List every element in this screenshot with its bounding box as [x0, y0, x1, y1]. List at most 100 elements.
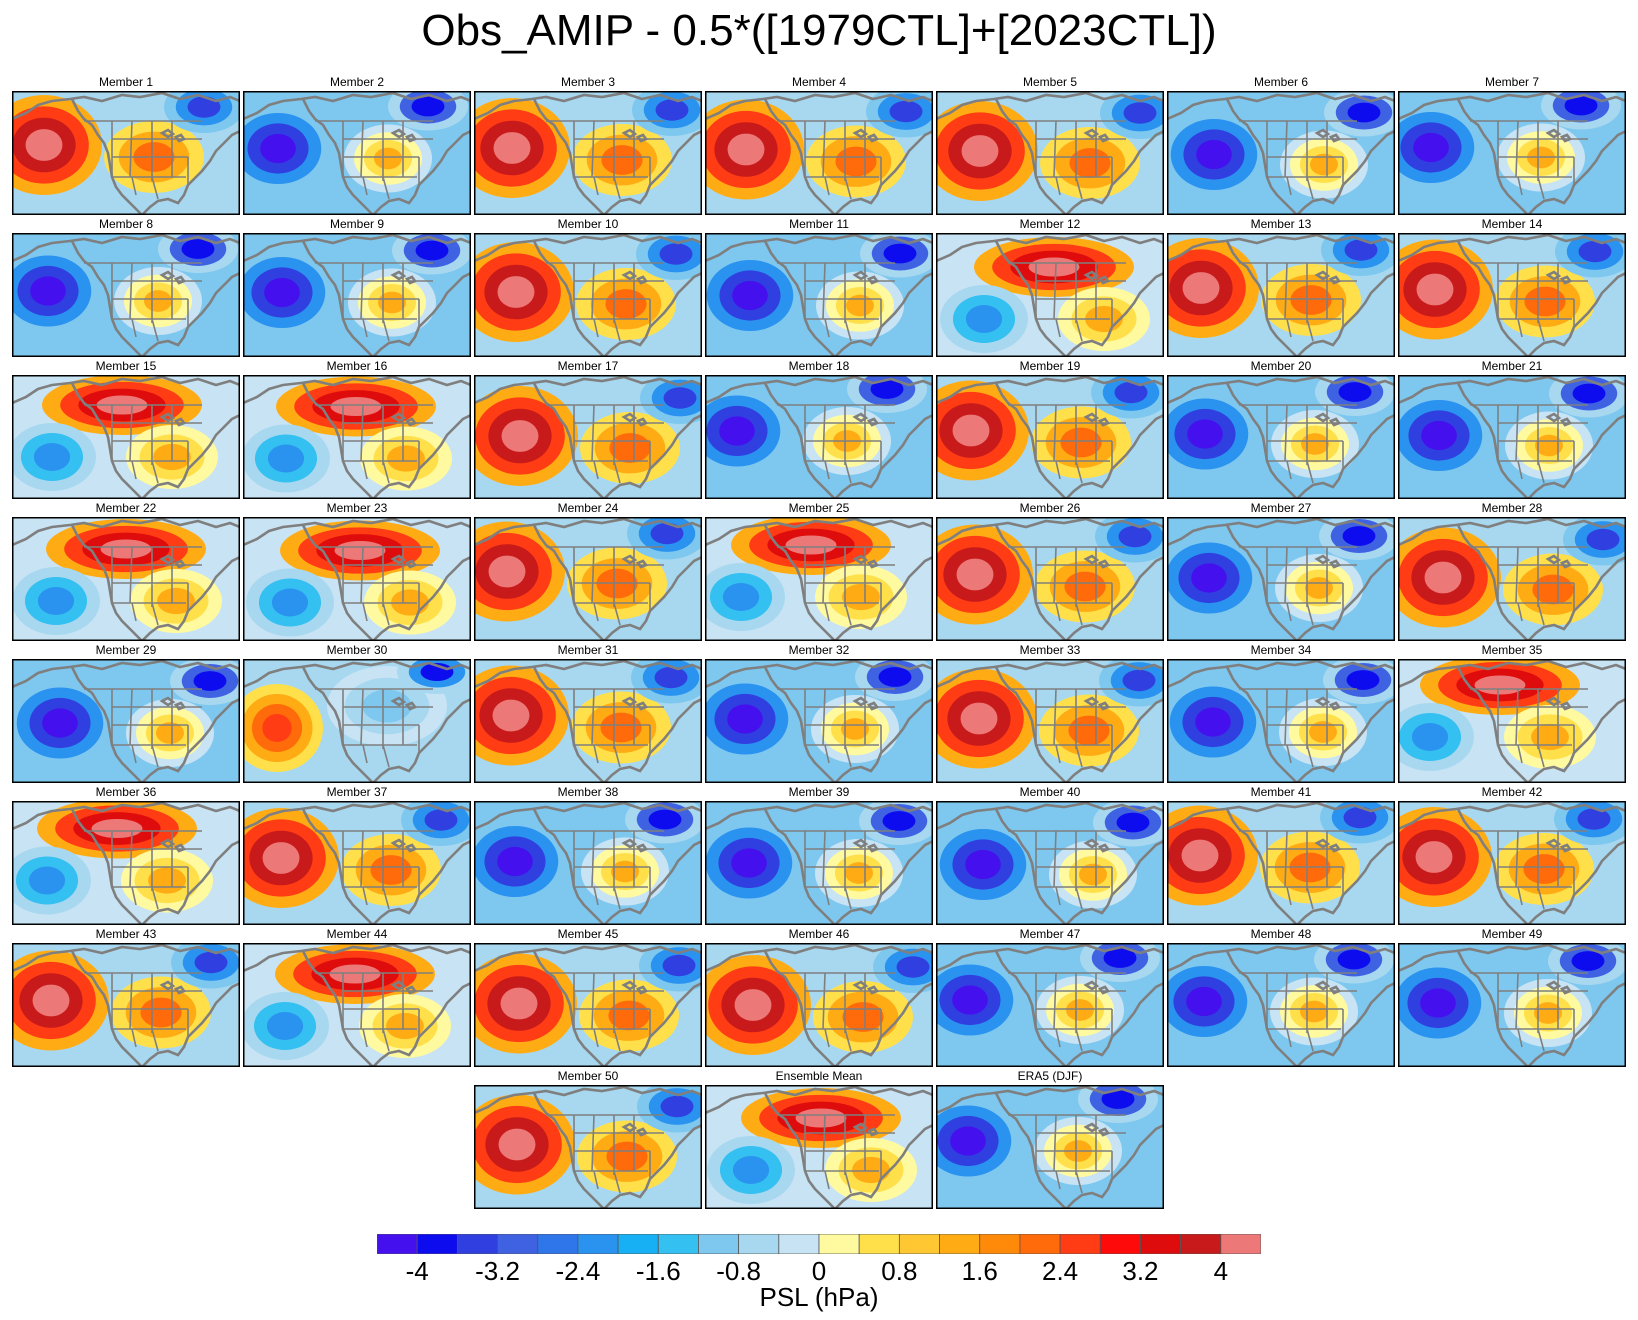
panel-frame	[12, 659, 240, 783]
anomaly-contour	[37, 587, 75, 615]
map-panel: Member 50	[474, 1069, 702, 1209]
panel-frame	[705, 517, 933, 641]
anomaly-contour	[267, 444, 305, 473]
psl-anomaly-map	[474, 375, 702, 499]
psl-anomaly-map	[1167, 233, 1395, 357]
anomaly-contour	[785, 535, 837, 555]
anomaly-contour	[605, 289, 647, 319]
panel-label: Member 32	[788, 643, 850, 657]
coastline	[936, 943, 1164, 1067]
panel-label: Ensemble Mean	[775, 1069, 863, 1083]
coastline	[474, 517, 702, 641]
anomaly-contour	[835, 146, 877, 177]
anomaly-contour	[1524, 286, 1566, 317]
anomaly-contour	[1060, 427, 1102, 458]
map-panel: Member 22	[12, 501, 240, 641]
political-borders	[84, 546, 202, 626]
psl-anomaly-map	[705, 659, 933, 783]
panel-frame	[243, 943, 471, 1067]
coastline	[1398, 233, 1626, 357]
map-panel: Member 30	[243, 643, 471, 783]
coastline	[705, 801, 933, 925]
panel-label: ERA5 (DJF)	[1017, 1069, 1083, 1083]
political-borders	[1239, 546, 1357, 626]
anomaly-contour	[334, 540, 386, 561]
map-panel: Member 47	[936, 927, 1164, 1067]
panel-label: Member 35	[1481, 643, 1543, 657]
panel-frame	[705, 943, 933, 1067]
panel-frame	[936, 659, 1164, 783]
panel-label: Member 49	[1481, 927, 1543, 941]
map-panel: Member 42	[1398, 785, 1626, 925]
political-borders	[1470, 830, 1588, 910]
colorbar-tick-label: -3.2	[475, 1256, 520, 1286]
coastline	[474, 943, 702, 1067]
map-panel: Member 28	[1398, 501, 1626, 641]
colorbar-title: PSL (hPa)	[759, 1282, 879, 1312]
map-panel: Member 1	[12, 75, 240, 215]
coastline	[474, 659, 702, 783]
coastline	[12, 375, 240, 499]
anomaly-contour	[1424, 561, 1462, 594]
psl-anomaly-map	[936, 659, 1164, 783]
psl-anomaly-map	[1398, 517, 1626, 641]
anomaly-contour	[1182, 272, 1220, 304]
map-panel: Member 5	[936, 75, 1164, 215]
panel-label: Member 3	[560, 75, 616, 89]
political-borders	[777, 972, 895, 1052]
colorbar-segment	[1180, 1234, 1222, 1254]
psl-anomaly-map	[936, 91, 1164, 215]
panel-frame	[12, 233, 240, 357]
political-borders	[84, 120, 202, 200]
political-borders	[546, 830, 664, 910]
anomaly-contour	[842, 1002, 884, 1032]
anomaly-contour	[965, 305, 1003, 333]
psl-anomaly-map	[243, 943, 471, 1067]
anomaly-contour	[497, 846, 533, 877]
panel-label: Member 48	[1250, 927, 1312, 941]
psl-anomaly-map	[474, 801, 702, 925]
anomaly-contour	[1116, 812, 1150, 833]
map-panel: Member 25	[705, 501, 933, 641]
panel-frame	[1398, 375, 1626, 499]
coastline	[474, 1085, 702, 1209]
anomaly-contour	[387, 445, 425, 472]
psl-anomaly-map	[1398, 233, 1626, 357]
colorbar-segment	[818, 1234, 860, 1254]
colorbar-segment	[377, 1234, 418, 1254]
anomaly-contour	[1346, 670, 1380, 690]
map-panel: Member 46	[705, 927, 933, 1067]
anomaly-contour	[1196, 139, 1232, 170]
coastline	[474, 375, 702, 499]
anomaly-contour	[1191, 563, 1227, 593]
panel-frame	[243, 233, 471, 357]
map-panel: Member 33	[936, 643, 1164, 783]
psl-anomaly-map	[474, 659, 702, 783]
map-panel: Member 15	[12, 359, 240, 499]
political-borders	[1470, 972, 1588, 1052]
panel-frame	[243, 91, 471, 215]
anomaly-contour	[1572, 383, 1606, 404]
coastline	[1398, 91, 1626, 215]
panel-frame	[1398, 517, 1626, 641]
map-panel: Member 41	[1167, 785, 1395, 925]
panel-label: Member 2	[329, 75, 385, 89]
map-panel: Member 10	[474, 217, 702, 357]
psl-anomaly-map	[243, 517, 471, 641]
anomaly-contour	[28, 866, 66, 895]
panel-label: Member 29	[95, 643, 157, 657]
panel-label: Member 25	[788, 501, 850, 515]
colorbar-segment	[1059, 1234, 1101, 1254]
map-panel: Member 19	[936, 359, 1164, 499]
psl-anomaly-map	[474, 233, 702, 357]
anomaly-contour	[500, 987, 538, 1020]
map-panel: Member 34	[1167, 643, 1395, 783]
anomaly-contour	[1114, 381, 1148, 404]
panel-label: Member 23	[326, 501, 388, 515]
panel-label: Member 7	[1484, 75, 1540, 89]
anomaly-contour	[961, 135, 999, 167]
anomaly-contour	[1195, 707, 1231, 737]
anomaly-contour	[1578, 240, 1612, 263]
coastline	[243, 375, 471, 499]
anomaly-contour	[194, 951, 228, 974]
